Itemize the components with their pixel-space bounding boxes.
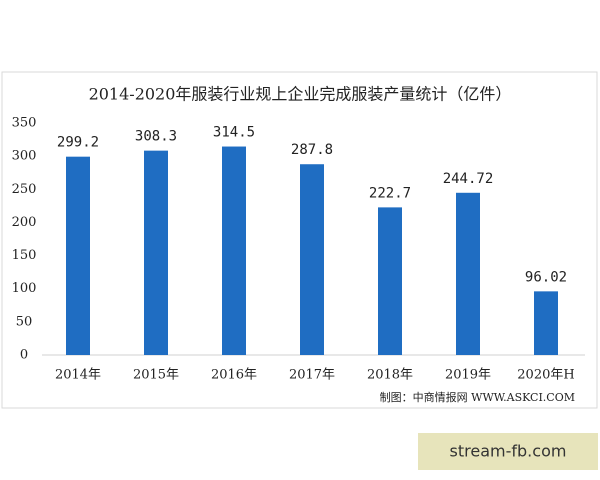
source: 制图：中商情报网 WWW.ASKCI.COM	[380, 390, 575, 404]
x-tick-label: 2020年H	[517, 368, 574, 383]
chart-title: 2014-2020年服装行业规上企业完成服装产量统计（亿件）	[89, 85, 512, 104]
bar	[300, 164, 324, 355]
y-tick-label: 300	[12, 149, 37, 164]
bar	[222, 146, 246, 355]
value-label: 96.02	[525, 269, 567, 285]
x-tick-label: 2019年	[445, 368, 491, 383]
y-tick-label: 0	[20, 348, 28, 363]
bar	[456, 192, 480, 355]
x-tick-label: 2016年	[211, 368, 257, 383]
value-label: 287.8	[291, 142, 333, 158]
bar	[534, 291, 558, 355]
bar	[144, 150, 168, 355]
value-label: 299.2	[57, 135, 99, 151]
bar	[378, 207, 402, 355]
value-label: 314.5	[213, 125, 255, 141]
bar	[66, 156, 90, 355]
y-tick-label: 50	[16, 314, 33, 329]
chart-frame	[1, 71, 598, 409]
value-label: 244.72	[443, 171, 494, 187]
y-tick-label: 150	[12, 248, 37, 263]
x-tick-label: 2017年	[289, 368, 335, 383]
badge-text: stream-fb.com	[450, 442, 567, 461]
value-label: 308.3	[135, 129, 177, 145]
x-tick-label: 2018年	[367, 368, 413, 383]
y-tick-label: 350	[12, 116, 37, 131]
y-tick-label: 100	[12, 281, 37, 296]
y-tick-label: 250	[12, 182, 37, 197]
x-tick-label: 2014年	[55, 368, 101, 383]
y-tick-label: 200	[12, 215, 37, 230]
badge	[418, 433, 598, 470]
value-label: 222.7	[369, 185, 411, 201]
x-tick-label: 2015年	[133, 368, 179, 383]
